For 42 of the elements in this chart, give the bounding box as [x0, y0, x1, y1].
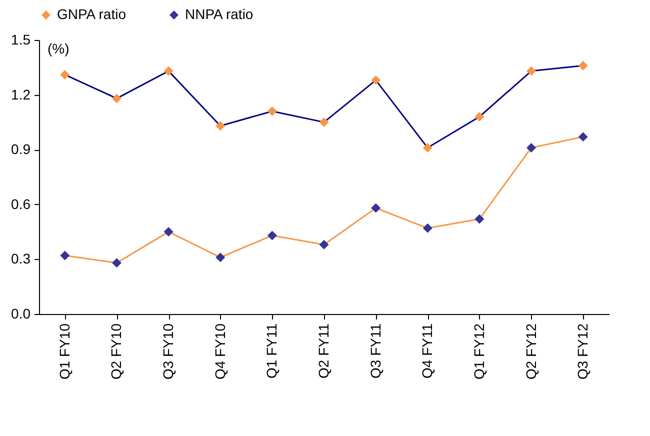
legend-label: GNPA ratio — [57, 6, 126, 22]
x-tick-label: Q1 FY11 — [264, 323, 280, 378]
x-tick-label: Q2 FY10 — [108, 323, 124, 380]
point — [526, 66, 536, 76]
point — [474, 112, 484, 122]
x-tick-label: Q4 FY10 — [212, 323, 228, 380]
x-tick-label: Q2 FY11 — [316, 323, 332, 378]
point — [164, 66, 174, 76]
y-tick-label: 1.5 — [11, 32, 31, 48]
point — [422, 143, 432, 153]
point — [371, 75, 381, 85]
point — [319, 117, 329, 127]
point — [164, 227, 174, 237]
point — [319, 240, 329, 250]
x-tick-label: Q1 FY12 — [470, 323, 487, 380]
x-tick-label: Q4 FY11 — [419, 323, 436, 378]
point — [371, 203, 381, 213]
point — [112, 94, 122, 104]
legend-label: NNPA ratio — [185, 6, 254, 22]
point — [60, 70, 70, 80]
y-axis-title: (%) — [48, 40, 70, 56]
x-tick-label: Q1 FY10 — [56, 323, 72, 380]
point — [526, 143, 536, 153]
point — [267, 106, 277, 116]
point — [216, 121, 226, 131]
y-tick-label: 0.6 — [11, 196, 31, 212]
point — [474, 214, 484, 224]
point — [216, 252, 226, 262]
point — [267, 230, 277, 240]
x-tick-label: Q2 FY12 — [522, 323, 539, 380]
point — [112, 258, 122, 268]
y-tick-label: 0.9 — [11, 141, 31, 158]
point — [60, 250, 70, 260]
x-tick-label: Q3 FY10 — [160, 323, 176, 380]
y-tick-label: 0.0 — [11, 306, 31, 322]
y-tick-label: 0.3 — [11, 250, 31, 267]
point — [422, 223, 432, 233]
y-tick-label: 1.2 — [11, 86, 31, 102]
x-tick-label: Q3 FY12 — [574, 323, 591, 380]
x-tick-label: Q3 FY11 — [367, 323, 384, 378]
point — [578, 132, 588, 142]
point — [578, 60, 588, 70]
